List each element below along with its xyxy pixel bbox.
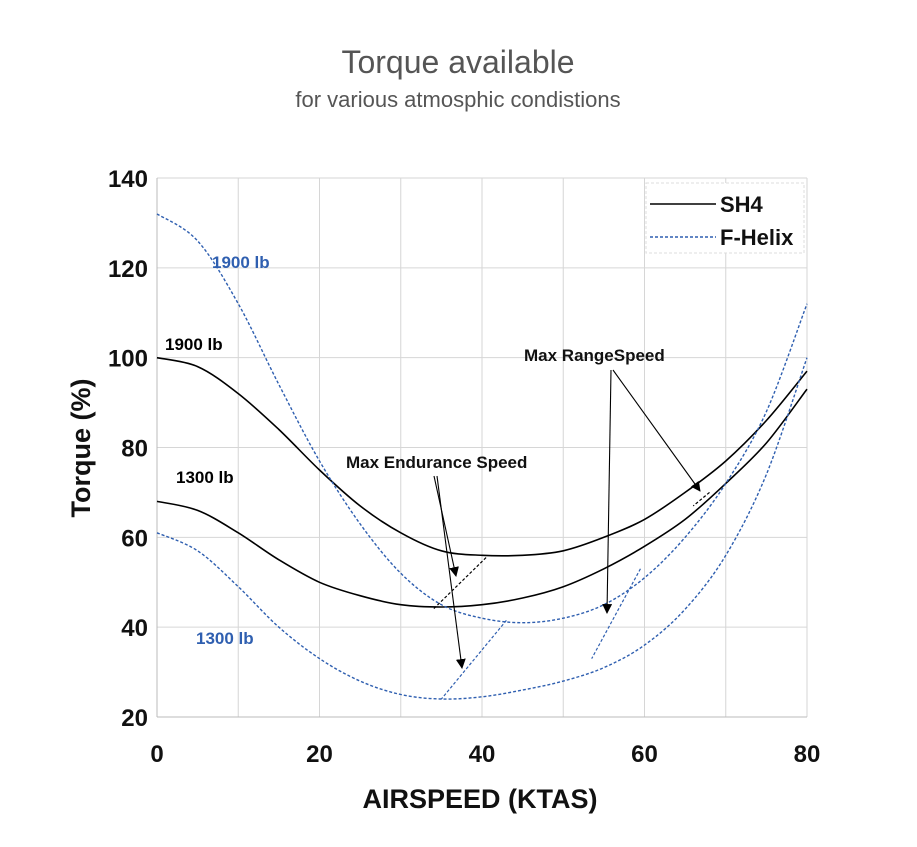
- x-tick-label: 80: [794, 741, 821, 768]
- y-tick-label: 120: [108, 256, 148, 283]
- annotation-arrow: [602, 369, 613, 614]
- x-tick-label: 40: [469, 741, 496, 768]
- annotation-group: Max Endurance Speed Max RangeSpeed: [346, 346, 710, 700]
- y-tick-label: 80: [121, 436, 148, 463]
- series-label: 1900 lb: [212, 253, 270, 272]
- x-tick-label: 60: [631, 741, 658, 768]
- chart-subtitle: for various atmosphic condistions: [295, 87, 620, 112]
- y-tick-label: 60: [121, 525, 148, 552]
- x-axis-label: AIRSPEED (KTAS): [362, 784, 597, 814]
- series-label: 1300 lb: [196, 629, 254, 648]
- series-line-fhelix-1300lb: [156, 357, 808, 700]
- tangent-line: [440, 620, 507, 700]
- x-tick-label: 20: [306, 741, 333, 768]
- y-tick-label: 40: [121, 615, 148, 642]
- y-axis-label: Torque (%): [66, 379, 96, 518]
- series-line-sh4-1300lb: [156, 388, 808, 608]
- tangent-line: [591, 568, 641, 659]
- chart-title: Torque available: [341, 44, 574, 80]
- annotation-arrow: [436, 475, 466, 669]
- y-tick-label: 20: [121, 705, 148, 732]
- x-tick-label: 0: [150, 741, 163, 768]
- annotation-arrow: [433, 475, 459, 577]
- legend-box: [645, 182, 805, 254]
- annotation-max-endurance-label: Max Endurance Speed: [346, 453, 527, 472]
- series-label: 1300 lb: [176, 468, 234, 487]
- legend: SH4 F-Helix: [645, 182, 805, 254]
- y-tick-label: 140: [108, 166, 148, 193]
- series-label: 1900 lb: [165, 335, 223, 354]
- grid-lines: [156, 177, 808, 718]
- tangent-line: [432, 557, 487, 610]
- tangent-line: [692, 491, 710, 507]
- y-tick-label: 100: [108, 346, 148, 373]
- legend-label: SH4: [720, 192, 764, 217]
- series-line-fhelix-1900lb: [156, 213, 808, 624]
- legend-label: F-Helix: [720, 225, 794, 250]
- annotation-max-range-label: Max RangeSpeed: [524, 346, 665, 365]
- annotation-arrow: [612, 369, 701, 492]
